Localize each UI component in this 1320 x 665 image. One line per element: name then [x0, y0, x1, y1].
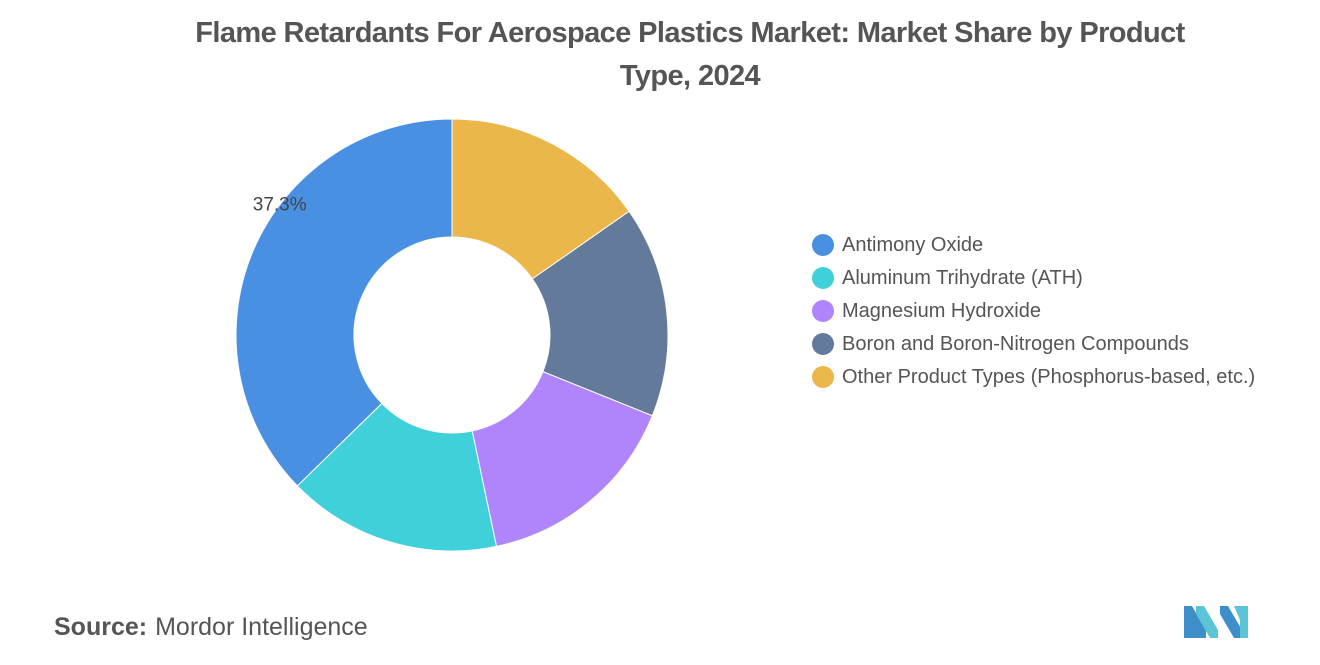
- legend-swatch: [812, 300, 834, 322]
- slice-aluminum-trihydrate-ath: [296, 402, 498, 552]
- slice-magnesium-hydroxide: [471, 370, 653, 547]
- legend-label: Antimony Oxide: [842, 234, 984, 256]
- slice-antimony-oxide: [235, 118, 453, 487]
- legend-label: Aluminum Trihydrate (ATH): [842, 267, 1083, 289]
- legend-label: Magnesium Hydroxide: [842, 300, 1041, 322]
- legend-swatch: [812, 333, 834, 355]
- legend-item: Aluminum Trihydrate (ATH): [812, 262, 1282, 295]
- legend-item: Boron and Boron-Nitrogen Compounds: [812, 328, 1282, 361]
- legend-swatch: [812, 234, 834, 256]
- mordor-logo-icon: [1184, 606, 1248, 638]
- legend-item: Magnesium Hydroxide: [812, 295, 1282, 328]
- legend-item: Other Product Types (Phosphorus-based, e…: [812, 361, 1282, 394]
- slice-data-label: 37.3%: [253, 194, 307, 215]
- legend-item: Antimony Oxide: [812, 229, 1282, 262]
- source-label: Source:: [54, 613, 148, 641]
- donut-chart: 37.3%: [235, 118, 669, 552]
- legend-swatch: [812, 366, 834, 388]
- legend-swatch: [812, 267, 834, 289]
- source-note: Source: Mordor Intelligence: [54, 610, 368, 644]
- slice-other-product-types-phosphorus-based-etc: [451, 118, 630, 280]
- legend-label: Other Product Types (Phosphorus-based, e…: [842, 366, 1256, 388]
- chart-legend: Antimony Oxide Aluminum Trihydrate (ATH) M…: [812, 229, 1282, 394]
- source-value: Mordor Intelligence: [155, 613, 368, 641]
- chart-title: Flame Retardants For Aerospace Plastics …: [195, 17, 1185, 92]
- slice-boron-and-boron-nitrogen-compounds: [531, 210, 669, 417]
- legend-label: Boron and Boron-Nitrogen Compounds: [842, 333, 1189, 355]
